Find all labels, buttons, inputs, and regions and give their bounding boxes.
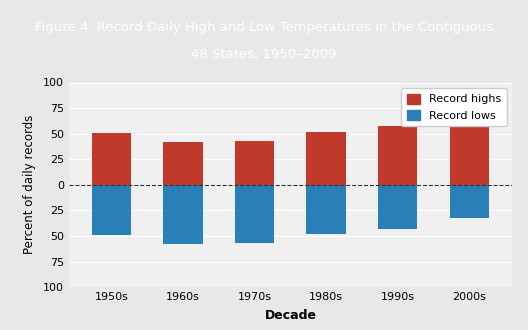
Bar <box>164 142 203 185</box>
Bar <box>449 115 489 185</box>
Bar <box>378 185 417 229</box>
Y-axis label: Percent of daily records: Percent of daily records <box>23 115 36 254</box>
Bar <box>378 126 417 185</box>
Bar <box>235 141 275 185</box>
Text: Figure 4. Record Daily High and Low Temperatures in the Contiguous: Figure 4. Record Daily High and Low Temp… <box>35 21 493 34</box>
X-axis label: Decade: Decade <box>265 309 316 322</box>
Bar <box>306 132 346 185</box>
Legend: Record highs, Record lows: Record highs, Record lows <box>401 88 506 126</box>
Bar <box>306 185 346 234</box>
Text: 48 States, 1950–2009: 48 States, 1950–2009 <box>191 48 337 61</box>
Bar <box>92 133 131 185</box>
Bar <box>164 185 203 244</box>
Bar <box>92 185 131 235</box>
Bar <box>235 185 275 243</box>
Bar <box>449 185 489 217</box>
